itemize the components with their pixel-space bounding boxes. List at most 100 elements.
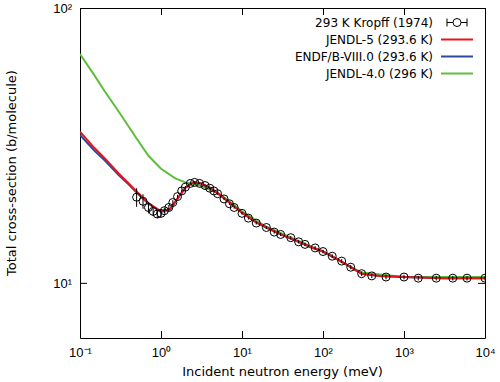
error-bar [386,275,387,280]
data-point [252,219,260,227]
data-point [165,203,173,211]
tick-label: 10² [314,345,333,360]
error-bar [199,182,200,184]
error-bar [177,195,178,198]
data-point [287,234,295,242]
data-point [382,273,390,281]
tick: 10¹ [53,276,87,291]
legend-swatch [441,39,473,41]
tick [478,283,485,284]
data-point [338,257,346,265]
data-point [244,214,252,222]
data-point [347,263,355,271]
error-bar [224,198,225,200]
data-point [201,182,209,190]
error-bar [315,246,316,250]
error-bar [290,236,291,239]
legend-label: JENDL-5 (293.6 K) [325,33,433,47]
data-point [311,244,319,252]
data-point [262,223,270,231]
error-bar [436,276,437,281]
tick-label: 10³ [395,345,414,360]
legend-swatch [441,73,473,75]
tick-mark [242,331,243,338]
x-axis-title: Incident neutron energy (meV) [182,364,383,379]
data-point [481,274,485,282]
tick-mark [161,8,162,15]
tick-mark [478,8,485,9]
data-point [196,179,204,187]
error-bar [172,200,173,205]
tick [478,8,485,9]
series-line [80,135,485,278]
error-bar [418,276,419,281]
error-bar [136,188,137,207]
tick-mark [404,331,405,338]
data-point [328,252,336,260]
error-bar [234,206,235,209]
chart: 10⁻¹10⁰10¹10²10³10⁴10¹10²293 K Kropff (1… [0,0,500,382]
data-point [174,193,182,201]
error-bar [168,205,169,210]
plot: 10⁻¹10⁰10¹10²10³10⁴10¹10²293 K Kropff (1… [53,1,495,361]
series-line [80,54,485,277]
x-axis-top [81,8,486,15]
error-bar [371,274,372,279]
error-bar [305,243,306,246]
x-axis: 10⁻¹10⁰10¹10²10³10⁴ [69,331,495,360]
tick-label: 10¹ [233,345,252,360]
error-bar [452,276,453,281]
data-point [358,270,366,278]
error-bar [323,250,324,254]
data-point [277,230,285,238]
axis-line [81,338,486,339]
legend-label: ENDF/B-VIII.0 (293.6 K) [295,50,433,64]
legend-swatch [441,56,473,58]
data-point [432,274,440,282]
error-bar [350,265,351,269]
error-bar [485,276,486,281]
tick [242,8,243,15]
tick-mark [478,283,485,284]
data-point [414,274,422,282]
tick-mark [323,8,324,15]
error-bar [298,240,299,243]
legend: 293 K Kropff (1974)JENDL-5 (293.6 K)ENDF… [295,16,473,81]
tick-mark [242,8,243,15]
data-point [463,274,471,282]
error-bar [274,231,275,234]
data-point [220,195,228,203]
error-bar [217,193,218,195]
y-axis-title: Total cross-section (b/molecule) [4,70,19,277]
marks [80,54,485,282]
data-point [230,203,238,211]
error-bar [143,194,144,208]
axis-line [485,9,486,339]
error-bar [266,226,267,229]
legend-swatch [453,19,461,27]
tick [404,8,405,15]
tick-mark [80,8,87,9]
legend-label: JENDL-4.0 (296 K) [325,67,433,81]
error-bar [205,184,206,186]
error-bar [341,259,342,263]
tick-mark [404,8,405,15]
error-bar [242,212,243,215]
tick-mark [323,331,324,338]
error-bar [248,217,249,220]
y-axis-right [478,9,486,339]
series-line [80,132,485,279]
error-bar [229,203,230,205]
error-bar [332,254,333,258]
tick-label: 10⁻¹ [69,345,92,360]
error-bar [467,276,468,281]
y-axis: 10¹10² [53,1,87,339]
axis-line [81,8,486,9]
axis-line [80,9,81,339]
tick-mark [80,283,87,284]
tick: 10⁰ [152,331,171,360]
error-bar [181,190,182,192]
error-bar [185,186,186,188]
tick: 10² [314,331,333,360]
data-point [368,272,376,280]
